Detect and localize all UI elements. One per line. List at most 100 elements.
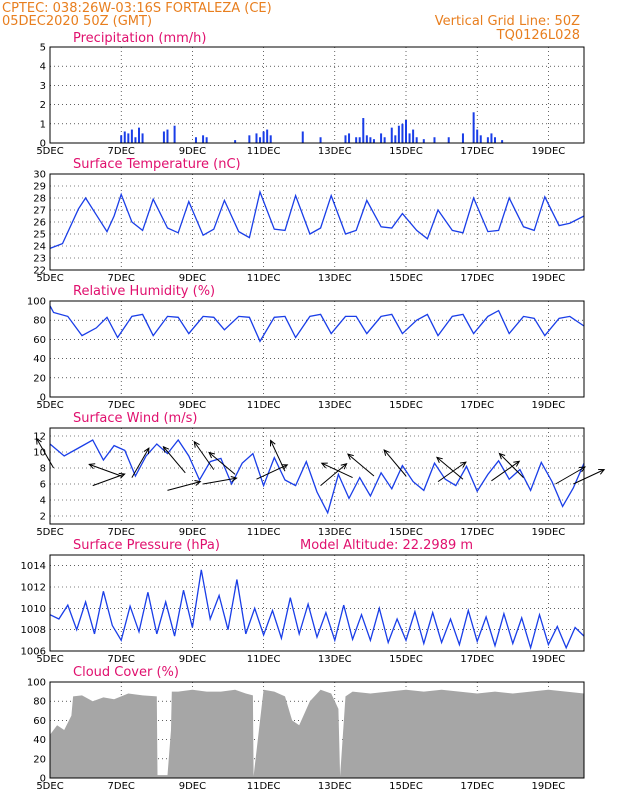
precip-x-tick-label: 9DEC [179,146,206,157]
precip-x-tick-label: 19DEC [532,146,566,157]
precip-x-tick-label: 11DEC [247,146,281,157]
temp-x-tick-label: 19DEC [532,273,566,284]
temp-panel: Surface Temperature (nC) 222324252627282… [33,157,585,284]
precip-bar [383,137,386,143]
wind-vector [193,441,215,470]
wind-x-tick-label: 13DEC [318,527,352,538]
precip-bar [141,133,144,143]
wind-vector-head [162,445,170,453]
precip-bar [248,135,251,143]
precip-x-tick-label: 7DEC [108,146,135,157]
rh-x-tick-label: 15DEC [389,400,423,411]
wind-vector [555,466,586,485]
cloud-y-tick-label: 0 [40,774,46,785]
precip-bar [127,133,130,143]
press-y-tick-label: 1014 [21,561,46,572]
precip-bar [422,139,425,143]
cloud-x-tick-label: 13DEC [318,781,352,792]
precip-bar [348,133,351,143]
precip-bar [394,135,397,143]
temp-frame [49,173,585,271]
precip-bar [194,137,197,143]
wind-x-tick-label: 5DEC [36,527,63,538]
wind-y-tick-label: 4 [40,496,46,507]
wind-vector-head [281,464,289,470]
wind-vector-head [598,469,606,475]
rh-y-tick-label: 0 [40,393,46,404]
wind-y-tick-label: 8 [40,464,46,475]
press-x-tick-label: 7DEC [108,654,135,665]
rh-y-tick-label: 40 [33,354,46,365]
precip-bar [408,133,411,143]
precip-bar [415,137,418,143]
precip-bar [486,137,489,143]
wind-vector-head [35,437,42,445]
precip-bar [120,135,123,143]
wind-vector-head [270,439,276,447]
wind-vector-head [578,466,586,473]
precip-bar [476,129,479,143]
model-altitude-label: Model Altitude: 22.2989 m [300,538,473,553]
precip-bar [479,135,482,143]
precip-bar [266,129,269,143]
precip-x-tick-label: 15DEC [389,146,423,157]
precip-x-tick-label: 5DEC [36,146,63,157]
wind-vector [499,453,524,478]
precip-y-tick-label: 3 [40,81,46,92]
precip-y-tick-label: 2 [40,100,46,111]
precip-bar [202,135,205,143]
press-x-tick-label: 11DEC [247,654,281,665]
cloud-x-tick-label: 7DEC [108,781,135,792]
rh-y-tick-label: 80 [33,316,46,327]
precip-bar [269,135,272,143]
rh-y-tick-label: 20 [33,373,46,384]
wind-vector [92,473,125,487]
press-x-tick-label: 17DEC [460,654,494,665]
wind-vector-head [118,472,126,479]
temp-y-tick-label: 29 [33,182,46,193]
precip-panel: Precipitation (mm/h) 0 1 2 3 4 5 5DEC 7DEC 9DEC 1… [36,31,585,157]
cloud-x-tick-label: 19DEC [532,781,566,792]
rh-x-tick-label: 5DEC [36,400,63,411]
precip-bar [173,125,176,143]
wind-vector [208,452,236,475]
header-run-date: 05DEC2020 50Z (GMT) [2,14,152,29]
cloud-x-tick-label: 15DEC [389,781,423,792]
rh-frame [49,300,585,398]
wind-vector [383,449,407,477]
press-y-tick-label: 1008 [21,625,46,636]
wind-x-tick-label: 11DEC [247,527,281,538]
temp-y-tick-label: 25 [33,230,46,241]
precip-x-tick-label: 17DEC [460,146,494,157]
precip-bar [166,129,169,143]
precip-bar [461,133,464,143]
precip-bar [319,137,322,143]
rh-x-tick-label: 19DEC [532,400,566,411]
precip-bar [490,133,493,143]
press-y-tick-label: 1010 [21,604,46,615]
cloud-x-tick-label: 5DEC [36,781,63,792]
temp-x-tick-label: 17DEC [460,273,494,284]
rh-series-line [49,305,585,343]
press-y-tick-label: 1006 [21,647,46,658]
wind-vector [491,460,520,482]
temp-x-tick-label: 15DEC [389,273,423,284]
precip-frame [49,46,585,144]
wind-vector [347,453,375,477]
precip-bar [494,137,496,143]
wind-series-line [49,438,585,515]
cloud-x-tick-label: 11DEC [247,781,281,792]
precip-bar [447,137,450,143]
precip-bar [372,139,375,143]
precip-bar [412,129,415,143]
precip-bar [369,137,372,143]
temp-series-line [49,189,585,250]
wind-vector [89,463,122,477]
press-x-tick-label: 15DEC [389,654,423,665]
wind-vector-head [513,460,521,467]
wind-vector [270,440,286,472]
press-x-tick-label: 9DEC [179,654,206,665]
wind-vector-head [143,447,150,455]
precip-y-tick-label: 0 [40,139,46,150]
wind-vector-head [320,462,328,469]
